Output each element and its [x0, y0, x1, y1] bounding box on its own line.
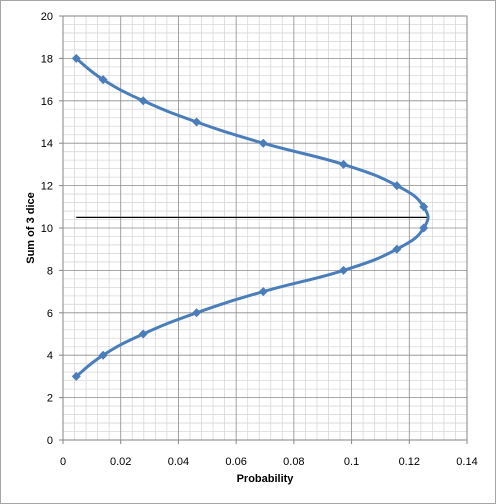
data-point [258, 138, 268, 148]
y-tick-label: 4 [47, 350, 53, 362]
x-tick-label: 0.02 [110, 456, 131, 468]
y-tick-label: 6 [47, 308, 53, 320]
data-point [419, 223, 429, 233]
series-line [75, 57, 430, 378]
data-point [71, 371, 81, 381]
y-tick-label: 2 [47, 393, 53, 405]
data-point [98, 75, 108, 85]
x-tick-label: 0.04 [168, 456, 189, 468]
y-tick-label: 0 [47, 435, 53, 447]
data-point [192, 117, 202, 127]
y-tick-label: 12 [41, 181, 53, 193]
major-gridlines [59, 15, 468, 444]
x-tick-label: 0.1 [344, 456, 359, 468]
data-point [138, 96, 148, 106]
data-point [71, 53, 81, 63]
plot-area-border [62, 15, 468, 441]
data-point [192, 308, 202, 318]
x-tick-label: 0 [60, 456, 66, 468]
data-point [338, 159, 348, 169]
y-axis-title: Sum of 3 dice [25, 192, 37, 264]
data-point [258, 287, 268, 297]
data-point [338, 265, 348, 275]
y-axis-tick-labels: 0 2 4 6 8 10 12 14 16 18 20 [41, 11, 53, 447]
y-tick-label: 20 [41, 11, 53, 23]
y-tick-label: 14 [41, 138, 53, 150]
x-axis-title: Probability [237, 473, 295, 485]
y-tick-label: 18 [41, 53, 53, 65]
data-point [98, 350, 108, 360]
y-tick-label: 10 [41, 223, 53, 235]
x-tick-label: 0.12 [399, 456, 420, 468]
data-point [392, 244, 402, 254]
x-tick-label: 0.06 [225, 456, 246, 468]
x-axis-tick-labels: 0 0.02 0.04 0.06 0.08 0.1 0.12 0.14 [60, 456, 478, 468]
series-markers [71, 53, 429, 381]
y-tick-label: 8 [47, 265, 53, 277]
x-tick-label: 0.08 [283, 456, 304, 468]
y-tick-label: 16 [41, 96, 53, 108]
data-point [392, 181, 402, 191]
data-point [419, 202, 429, 212]
data-point [138, 329, 148, 339]
x-tick-label: 0.14 [456, 456, 477, 468]
